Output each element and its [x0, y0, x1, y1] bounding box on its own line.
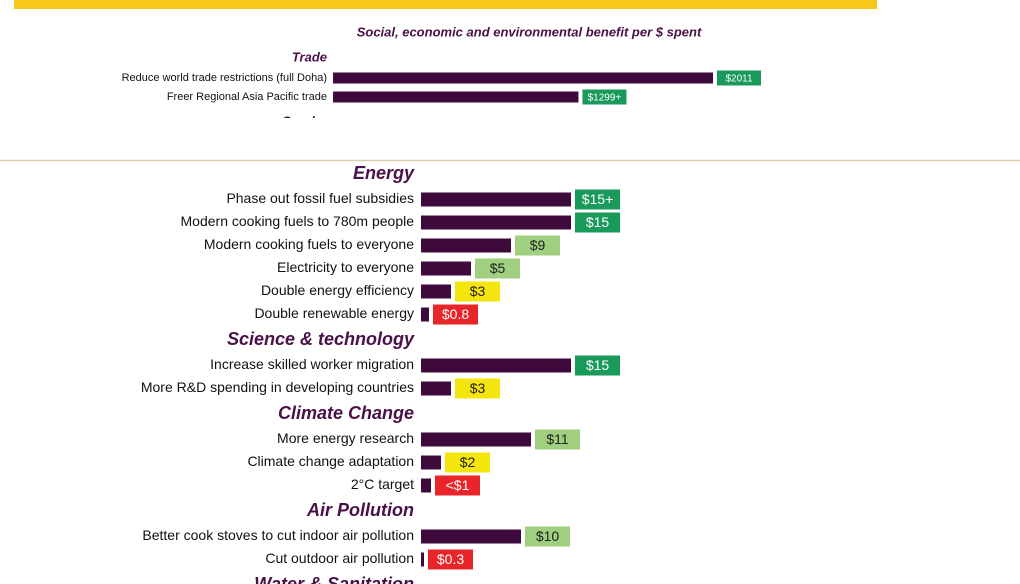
bar	[421, 238, 511, 253]
row-label: Cut outdoor air pollution	[265, 550, 414, 566]
value-label: $15+	[582, 191, 614, 207]
value-label: $1299+	[588, 93, 622, 104]
value-label-box	[455, 281, 500, 302]
row-label: Phase out fossil fuel subsidies	[226, 190, 414, 206]
row-label: Freer Regional Asia Pacific trade	[167, 91, 327, 103]
row-label: Double renewable energy	[254, 305, 414, 321]
value-label-box	[435, 475, 480, 496]
accent-bar	[14, 0, 877, 9]
value-label-box	[575, 189, 620, 210]
group-header: Air Pollution	[306, 500, 414, 520]
bar	[421, 192, 571, 207]
value-label-box	[433, 304, 478, 325]
value-label: $3	[470, 380, 486, 396]
main-panel: Energy Phase out fossil fuel subsidies $15…	[141, 163, 620, 584]
group-header: Water & Sanitation	[254, 574, 414, 584]
value-label: $9	[530, 237, 546, 253]
row-label: Better cook stoves to cut indoor air pol…	[142, 527, 414, 543]
value-label: $0.3	[437, 551, 464, 567]
row-label: Electricity to everyone	[277, 259, 414, 275]
value-label-box	[525, 526, 570, 547]
bar	[421, 215, 571, 230]
bar	[421, 432, 531, 447]
value-label-box	[575, 212, 620, 233]
value-label-box	[428, 549, 473, 570]
bar	[421, 307, 429, 322]
row-label: Increase skilled worker migration	[210, 356, 414, 372]
value-label: $2011	[725, 74, 753, 85]
value-label: $10	[536, 528, 560, 544]
row-label: Double energy efficiency	[261, 282, 414, 298]
bar	[421, 358, 571, 373]
value-label: $11	[546, 431, 569, 447]
row-label: Climate change adaptation	[247, 453, 414, 469]
value-label: $15	[586, 357, 610, 373]
value-label-box	[717, 70, 761, 86]
group-header: Science & technology	[227, 329, 415, 349]
value-label-box	[515, 235, 560, 256]
value-label: $3	[470, 283, 486, 299]
value-label-box	[455, 378, 500, 399]
row-label: 2°C target	[351, 476, 414, 492]
row-label: Reduce world trade restrictions (full Do…	[122, 72, 327, 84]
bar	[421, 284, 451, 299]
bar	[421, 261, 471, 276]
chart-title: Social, economic and environmental benef…	[357, 24, 702, 39]
value-label: $2	[460, 454, 476, 470]
value-label-box	[582, 89, 627, 105]
value-label: $0.8	[442, 306, 469, 322]
bar	[421, 552, 424, 567]
row-label: Modern cooking fuels to everyone	[204, 236, 414, 252]
bar	[333, 72, 713, 84]
row-label: More R&D spending in developing countrie…	[141, 379, 414, 395]
value-label: $15	[586, 214, 610, 230]
bar	[421, 381, 451, 396]
trade-panel: Social, economic and environmental benef…	[122, 24, 761, 128]
group-header: Trade	[292, 49, 327, 64]
value-label: <$1	[446, 477, 470, 493]
bar	[421, 455, 441, 470]
value-label: $5	[490, 260, 506, 276]
bar	[421, 478, 431, 493]
value-label-box	[575, 355, 620, 376]
group-header: Gender	[281, 113, 327, 128]
bar	[421, 529, 521, 544]
bar	[333, 91, 579, 103]
row-label: Modern cooking fuels to 780m people	[181, 213, 415, 229]
group-header: Climate Change	[278, 403, 414, 423]
group-header: Energy	[353, 163, 415, 183]
value-label-box	[475, 258, 520, 279]
row-label: More energy research	[277, 430, 414, 446]
value-label-box	[445, 452, 490, 473]
value-label-box	[535, 429, 580, 450]
